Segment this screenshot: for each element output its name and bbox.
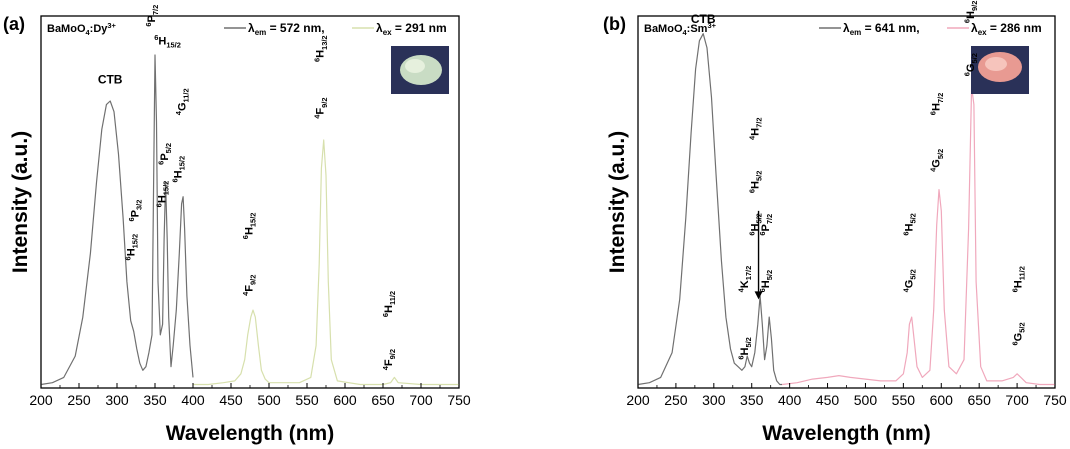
x-tick-label: 350 [740, 392, 764, 408]
transition-label: 4G5/2 [929, 149, 945, 172]
x-tick-label: 200 [29, 392, 53, 408]
x-tick-label: 200 [626, 392, 650, 408]
transition-label: 6P3/2 [127, 200, 143, 222]
sample-name: BaMoO4:Sm3+ [644, 21, 717, 37]
transition-label: 6G5/2 [1010, 322, 1026, 345]
series-line-1 [637, 33, 783, 386]
panel-label: (a) [3, 14, 25, 34]
transition-label: 6G5/2 [963, 53, 979, 76]
x-tick-label: 600 [333, 392, 357, 408]
inset-photo [391, 46, 449, 94]
x-tick-label: 350 [143, 392, 167, 408]
x-tick-label: 450 [816, 392, 840, 408]
transition-label: 6H15/2 [154, 181, 170, 208]
arrow-head [754, 291, 763, 300]
series-line-2 [193, 139, 459, 386]
x-tick-label: 700 [1005, 392, 1029, 408]
transition-label: 6H5/2 [901, 213, 917, 236]
peak-label: CTB [691, 12, 716, 26]
transition-label: 6H13/2 [313, 35, 329, 62]
panel-label: (b) [603, 14, 626, 34]
x-tick-label: 450 [219, 392, 243, 408]
transition-label: 6H11/2 [1010, 266, 1026, 292]
x-axis-label: Wavelength (nm) [762, 422, 930, 445]
x-tick-label: 650 [371, 392, 395, 408]
series-line-1 [40, 54, 194, 386]
legend-entry: λem = 572 nm, [248, 21, 325, 37]
x-tick-label: 400 [181, 392, 205, 408]
transition-label: 4F9/2 [313, 97, 329, 118]
powder-highlight [405, 59, 425, 73]
x-tick-label: 600 [930, 392, 954, 408]
x-axis-label: Wavelength (nm) [166, 422, 334, 445]
y-axis-label: Intensity (a.u.) [606, 131, 629, 273]
panel-a: 200 250 300 350 400 450 500 550 600 650 700 750 Wave… [3, 5, 471, 445]
peak-label: CTB [98, 72, 123, 86]
transition-label: 6H5/2 [737, 337, 753, 360]
transition-label: 6H9/2 [963, 1, 979, 24]
x-tick-label: 650 [968, 392, 992, 408]
powder-highlight [985, 57, 1007, 71]
x-tick-label: 550 [295, 392, 319, 408]
transition-label: 6H15/2 [154, 33, 181, 49]
transition-label: 6P7/2 [758, 214, 774, 236]
x-tick-label: 550 [892, 392, 916, 408]
x-tick-label: 750 [447, 392, 471, 408]
transition-label: 4G5/2 [901, 269, 917, 292]
x-tick-label: 500 [854, 392, 878, 408]
transition-label: 4G11/2 [174, 88, 190, 115]
x-tick-label: 750 [1043, 392, 1067, 408]
transition-label: 6H7/2 [929, 93, 945, 116]
legend-entry: λex = 291 nm [376, 21, 447, 37]
panel-b: 200 250 300 350 400 450 500 550 600 650 700 750 Wave… [603, 1, 1067, 445]
transition-label: 4H7/2 [747, 118, 763, 141]
transition-label: 6P7/2 [144, 5, 160, 27]
transition-label: 6H15/2 [170, 156, 186, 183]
x-tick-label: 300 [105, 392, 129, 408]
transition-label: 4K17/2 [737, 266, 753, 293]
x-tick-label: 500 [257, 392, 281, 408]
y-axis-label: Intensity (a.u.) [9, 131, 32, 273]
transition-label: 6H5/2 [758, 270, 774, 293]
inset-photo [971, 46, 1029, 94]
transition-label: 6H15/2 [241, 213, 257, 240]
x-tick-label: 300 [702, 392, 726, 408]
transition-label: 6P5/2 [157, 143, 173, 165]
x-tick-label: 250 [67, 392, 91, 408]
legend-entry: λem = 641 nm, [843, 21, 920, 37]
x-tick-label: 700 [409, 392, 433, 408]
sample-name: BaMoO4:Dy3+ [47, 21, 117, 37]
x-tick-label: 400 [778, 392, 802, 408]
transition-label: 4F9/2 [381, 349, 397, 370]
x-tick-label: 250 [664, 392, 688, 408]
transition-label: 6H15/2 [123, 234, 139, 261]
transition-label: 6H11/2 [381, 291, 397, 317]
legend-entry: λex = 286 nm [971, 21, 1042, 37]
transition-label: 6H5/2 [747, 171, 763, 194]
transition-label: 4F9/2 [241, 275, 257, 296]
series-line-2 [782, 86, 1055, 386]
